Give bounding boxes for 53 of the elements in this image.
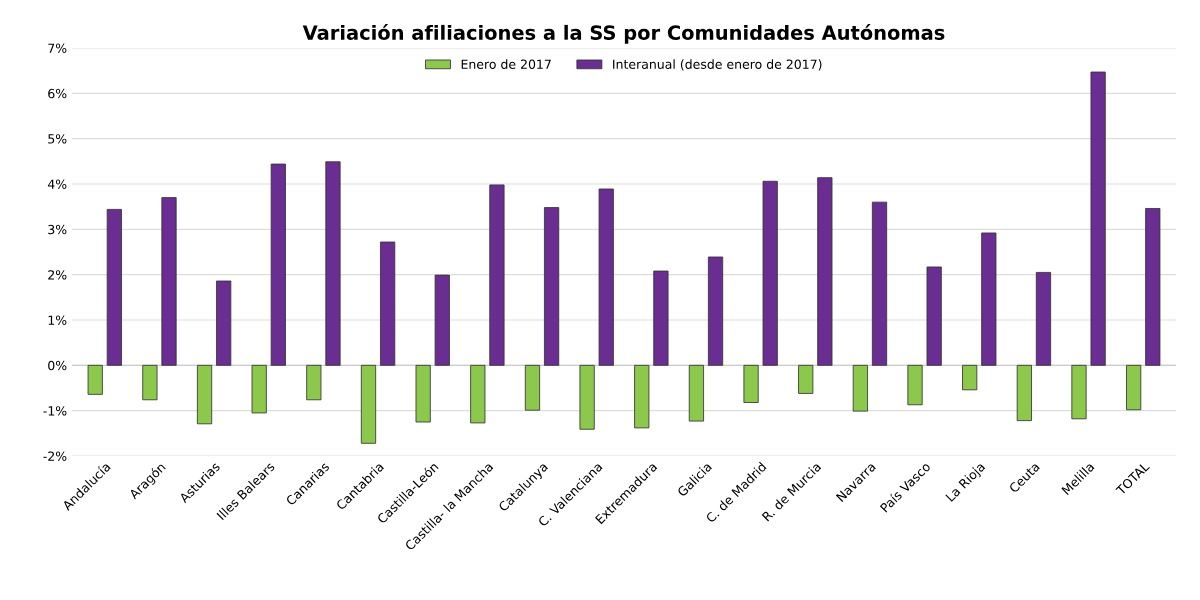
bar bbox=[1126, 364, 1142, 411]
bar bbox=[251, 364, 267, 414]
bar bbox=[142, 364, 158, 401]
bar bbox=[161, 197, 177, 366]
bar bbox=[852, 364, 868, 412]
bar bbox=[653, 270, 669, 366]
bar bbox=[106, 208, 122, 366]
bar bbox=[415, 364, 431, 423]
bar bbox=[798, 364, 814, 394]
y-tick-label: 1% bbox=[48, 315, 67, 325]
bar bbox=[962, 364, 978, 391]
y-tick-label: 6% bbox=[48, 88, 67, 99]
bar bbox=[1090, 71, 1106, 366]
bar bbox=[817, 177, 833, 366]
bar bbox=[270, 163, 286, 366]
bar bbox=[306, 364, 322, 401]
y-tick-label: 2% bbox=[48, 270, 67, 280]
bar bbox=[1145, 208, 1161, 366]
y-tick-label: 3% bbox=[48, 224, 67, 235]
bar bbox=[543, 207, 560, 366]
y-tick-label: -1% bbox=[43, 406, 67, 416]
y-tick-label: 7% bbox=[48, 43, 67, 53]
bar bbox=[871, 201, 888, 366]
bar bbox=[707, 256, 724, 366]
bar bbox=[688, 364, 705, 422]
y-tick-label: 4% bbox=[47, 179, 67, 189]
bar bbox=[196, 364, 213, 425]
bar bbox=[926, 266, 942, 366]
bar bbox=[907, 364, 923, 406]
bar bbox=[489, 184, 505, 366]
legend-label: Enero de 2017 bbox=[461, 59, 551, 69]
bar bbox=[380, 241, 396, 366]
y-tick-label: 5% bbox=[48, 134, 67, 144]
bar bbox=[1035, 271, 1052, 366]
bar bbox=[434, 274, 450, 366]
bar bbox=[981, 232, 997, 366]
bar bbox=[470, 364, 486, 424]
legend-label: Interanual (desde enero de 2017) bbox=[613, 59, 822, 71]
bar bbox=[216, 280, 232, 366]
bar bbox=[360, 364, 377, 444]
y-tick-label: -2% bbox=[43, 451, 67, 461]
bar bbox=[598, 188, 614, 366]
bar bbox=[579, 364, 595, 430]
bar bbox=[524, 364, 541, 411]
y-tick-label: 0% bbox=[48, 360, 67, 371]
bar bbox=[325, 161, 341, 366]
bar bbox=[1071, 364, 1087, 420]
bar bbox=[634, 364, 650, 429]
bar bbox=[743, 364, 759, 403]
bar bbox=[87, 364, 103, 395]
chart-title: Variación afiliaciones a la SS por Comunidades Autónomas bbox=[302, 24, 945, 44]
bar bbox=[1016, 364, 1032, 422]
bar bbox=[762, 180, 778, 366]
